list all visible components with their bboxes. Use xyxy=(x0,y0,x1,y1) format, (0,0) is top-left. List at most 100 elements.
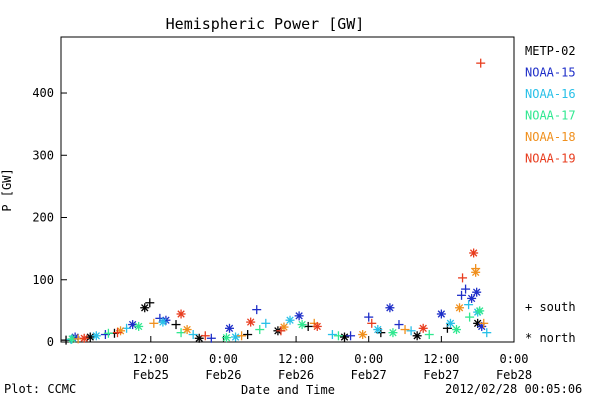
data-point xyxy=(385,303,395,313)
y-tick-label: 400 xyxy=(32,86,54,100)
x-axis-label: Date and Time xyxy=(241,383,335,397)
data-point xyxy=(171,320,181,330)
data-point xyxy=(412,331,422,341)
data-point xyxy=(475,306,485,316)
data-point xyxy=(206,333,216,343)
data-point xyxy=(461,284,471,294)
data-point xyxy=(394,320,404,330)
x-tick-time-label: 0:00 xyxy=(500,352,529,366)
marker-legend-north: * north xyxy=(525,331,576,345)
data-point xyxy=(221,333,231,343)
data-point xyxy=(276,326,286,336)
data-point xyxy=(231,332,241,342)
data-point xyxy=(237,331,247,341)
data-point xyxy=(103,328,113,338)
data-point xyxy=(436,309,446,319)
data-point xyxy=(451,325,461,335)
data-point xyxy=(424,330,434,340)
legend: METP-02 NOAA-15 NOAA-16 NOAA-17 NOAA-18 NOAA-… xyxy=(525,44,576,166)
data-point xyxy=(85,332,95,342)
data-point xyxy=(91,331,101,341)
data-point xyxy=(243,330,253,340)
x-tick-date-label: Feb27 xyxy=(351,368,387,382)
data-point xyxy=(458,273,468,283)
y-tick-label: 0 xyxy=(47,335,54,349)
legend-entry: NOAA-17 xyxy=(525,109,576,123)
marker-legend-south: + south xyxy=(525,300,576,314)
data-point xyxy=(285,315,295,325)
x-tick-time-label: 12:00 xyxy=(423,352,459,366)
data-point xyxy=(255,325,265,335)
data-point xyxy=(182,325,192,335)
data-point xyxy=(224,323,234,333)
chart-title: Hemispheric Power [GW] xyxy=(166,15,365,33)
data-point xyxy=(149,318,159,328)
data-point xyxy=(445,318,455,328)
x-tick-time-label: 0:00 xyxy=(354,352,383,366)
data-point xyxy=(482,328,492,338)
data-point xyxy=(471,264,481,274)
x-tick-time-label: 12:00 xyxy=(133,352,169,366)
data-point xyxy=(246,317,256,327)
data-point xyxy=(465,312,475,322)
data-point xyxy=(134,321,144,331)
data-point xyxy=(479,318,489,328)
data-points xyxy=(61,58,492,345)
data-point xyxy=(358,330,368,340)
x-tick-time-label: 12:00 xyxy=(278,352,314,366)
data-point xyxy=(373,325,383,335)
data-point xyxy=(455,303,465,313)
marker-legend: + south * north xyxy=(525,300,576,345)
data-point xyxy=(340,332,350,342)
data-point xyxy=(188,330,198,340)
legend-entry: METP-02 xyxy=(525,44,576,58)
data-point xyxy=(476,58,486,68)
x-tick-date-label: Feb28 xyxy=(496,368,532,382)
data-point xyxy=(472,287,482,297)
data-point xyxy=(79,333,89,343)
y-tick-label: 200 xyxy=(32,211,54,225)
data-point xyxy=(467,293,477,303)
x-tick-date-label: Feb26 xyxy=(278,368,314,382)
x-tick-date-label: Feb26 xyxy=(205,368,241,382)
data-point xyxy=(252,305,262,315)
generation-timestamp: 2012/02/28 00:05:06 xyxy=(445,382,583,396)
legend-entry: NOAA-18 xyxy=(525,130,576,144)
data-point xyxy=(158,317,168,327)
x-tick-time-label: 0:00 xyxy=(209,352,238,366)
data-point xyxy=(469,248,479,258)
data-point xyxy=(176,309,186,319)
x-axis: 12:00 Feb25 0:00 Feb26 12:00 Feb26 0:00 Feb27 12… xyxy=(133,336,532,382)
data-point xyxy=(388,328,398,338)
data-point xyxy=(327,330,337,340)
plot-credit: Plot: CCMC xyxy=(4,382,77,396)
data-point xyxy=(400,325,410,335)
data-point xyxy=(112,328,122,338)
data-point xyxy=(140,303,150,313)
data-point xyxy=(294,311,304,321)
data-point xyxy=(457,290,467,300)
y-tick-label: 100 xyxy=(32,273,54,287)
data-point xyxy=(333,331,343,341)
y-axis-label: P [GW] xyxy=(0,168,14,211)
data-point xyxy=(442,323,452,333)
x-tick-date-label: Feb25 xyxy=(133,368,169,382)
plot-area-frame xyxy=(60,36,515,343)
data-point xyxy=(67,334,77,344)
legend-entry: NOAA-16 xyxy=(525,87,576,101)
data-point xyxy=(297,320,307,330)
data-point xyxy=(464,300,474,310)
data-point xyxy=(346,331,356,341)
data-point xyxy=(312,321,322,331)
data-point xyxy=(303,321,313,331)
data-point xyxy=(367,318,377,328)
y-axis: 0 100 200 300 400 xyxy=(32,86,67,349)
data-point xyxy=(364,312,374,322)
x-tick-date-label: Feb27 xyxy=(423,368,459,382)
data-point xyxy=(261,318,271,328)
legend-entry: NOAA-15 xyxy=(525,66,576,80)
y-tick-label: 300 xyxy=(32,148,54,162)
data-point xyxy=(145,298,155,308)
data-point xyxy=(406,326,416,336)
